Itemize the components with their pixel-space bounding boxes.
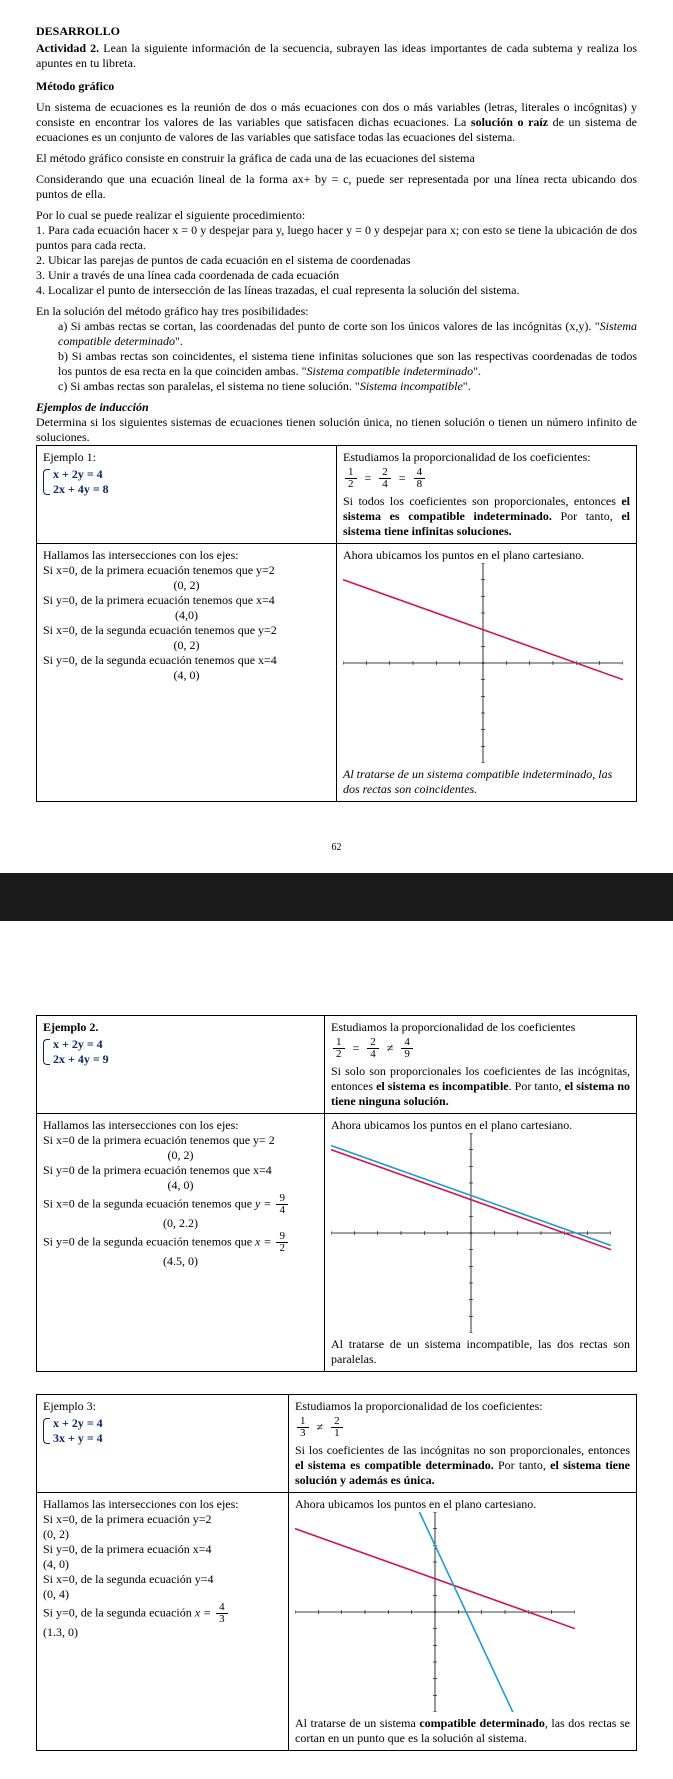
ex1-title: Ejemplo 1: xyxy=(43,450,330,465)
pos-intro: En la solución del método gráfico hay tr… xyxy=(36,304,637,319)
ex3-eq1: x + 2y = 4 xyxy=(53,1416,282,1431)
ex3-conclusion: Si los coeficientes de las incógnitas no… xyxy=(295,1443,630,1488)
ex1-eq1: x + 2y = 4 xyxy=(53,467,330,482)
pos-c: c) Si ambas rectas son paralelas, el sis… xyxy=(36,379,637,394)
ex3-fracs: 13 ≠ 21 xyxy=(295,1416,630,1439)
step-1: 1. Para cada ecuación hacer x = 0 y desp… xyxy=(36,223,637,253)
ex1-fracs: 12 = 24 = 48 xyxy=(343,467,630,490)
induction-text: Determina si los siguientes sistemas de … xyxy=(36,415,637,445)
ex3-plot-title: Ahora ubicamos los puntos en el plano ca… xyxy=(295,1497,630,1512)
intro-p2: El método gráfico consiste en construir … xyxy=(36,151,637,166)
activity-text: Lean la siguiente información de la secu… xyxy=(36,41,637,70)
ex2-study: Estudiamos la proporcionalidad de los co… xyxy=(331,1020,630,1035)
ex1-chart xyxy=(343,563,630,763)
intro-p3: Considerando que una ecuación lineal de … xyxy=(36,172,637,202)
induction-title: Ejemplos de inducción xyxy=(36,400,637,415)
step-3: 3. Unir a través de una línea cada coord… xyxy=(36,268,637,283)
ex2-chart xyxy=(331,1133,630,1333)
ex2-title: Ejemplo 2. xyxy=(43,1020,318,1035)
intro-p4: Por lo cual se puede realizar el siguien… xyxy=(36,208,637,223)
page-number: 62 xyxy=(36,842,637,853)
ex1-caption: Al tratarse de un sistema compatible ind… xyxy=(343,767,630,797)
page-gap xyxy=(0,921,673,991)
pos-b: b) Si ambas rectas son coincidentes, el … xyxy=(36,349,637,379)
step-4: 4. Localizar el punto de intersección de… xyxy=(36,283,637,298)
ex1-study: Estudiamos la proporcionalidad de los co… xyxy=(343,450,630,465)
activity-label: Actividad 2. xyxy=(36,41,99,55)
ex2-conclusion: Si solo son proporcionales los coeficien… xyxy=(331,1064,630,1109)
ex1-inter-title: Hallamos las intersecciones con los ejes… xyxy=(43,548,330,563)
pos-a: a) Si ambas rectas se cortan, las coorde… xyxy=(36,319,637,349)
ex1-eq2: 2x + 4y = 8 xyxy=(53,482,330,497)
ex3-chart xyxy=(295,1512,630,1712)
ex2-eq1: x + 2y = 4 xyxy=(53,1037,318,1052)
ex3-title: Ejemplo 3: xyxy=(43,1399,282,1414)
dev-title: DESARROLLO xyxy=(36,24,637,39)
step-2: 2. Ubicar las parejas de puntos de cada … xyxy=(36,253,637,268)
ex3-inter-title: Hallamos las intersecciones con los ejes… xyxy=(43,1497,282,1512)
page-1: DESARROLLO Actividad 2. Lean la siguient… xyxy=(0,0,673,873)
ex3-system: x + 2y = 4 3x + y = 4 xyxy=(43,1416,282,1446)
ex3-study: Estudiamos la proporcionalidad de los co… xyxy=(295,1399,630,1414)
ex2-plot-title: Ahora ubicamos los puntos en el plano ca… xyxy=(331,1118,630,1133)
ex2-fracs: 12 = 24 ≠ 49 xyxy=(331,1037,630,1060)
example-2-table: Ejemplo 2. x + 2y = 4 2x + 4y = 9 Estudi… xyxy=(36,1015,637,1372)
ex2-eq2: 2x + 4y = 9 xyxy=(53,1052,318,1067)
page-2: Ejemplo 2. x + 2y = 4 2x + 4y = 9 Estudi… xyxy=(0,991,673,1779)
intro-p1b: solución o raíz xyxy=(471,115,548,129)
ex2-caption: Al tratarse de un sistema incompatible, … xyxy=(331,1337,630,1367)
activity-line: Actividad 2. Lean la siguiente informaci… xyxy=(36,41,637,71)
example-1-table: Ejemplo 1: x + 2y = 4 2x + 4y = 8 Estudi… xyxy=(36,445,637,802)
ex2-inter-title: Hallamos las intersecciones con los ejes… xyxy=(43,1118,318,1133)
page-separator xyxy=(0,873,673,921)
intro-p1: Un sistema de ecuaciones es la reunión d… xyxy=(36,100,637,145)
ex1-plot-title: Ahora ubicamos los puntos en el plano ca… xyxy=(343,548,630,563)
section-title: Método gráfico xyxy=(36,79,637,94)
ex1-system: x + 2y = 4 2x + 4y = 8 xyxy=(43,467,330,497)
ex3-eq2: 3x + y = 4 xyxy=(53,1431,282,1446)
example-3-table: Ejemplo 3: x + 2y = 4 3x + y = 4 Estudia… xyxy=(36,1394,637,1751)
ex2-system: x + 2y = 4 2x + 4y = 9 xyxy=(43,1037,318,1067)
ex3-caption: Al tratarse de un sistema compatible det… xyxy=(295,1716,630,1746)
ex1-conclusion: Si todos los coeficientes son proporcion… xyxy=(343,494,630,539)
